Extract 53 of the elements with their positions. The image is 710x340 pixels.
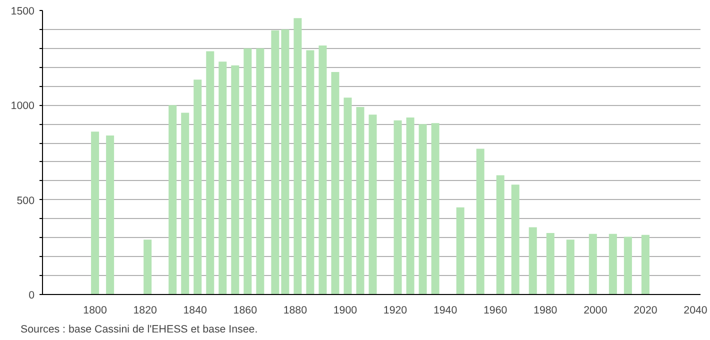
bar [244,48,252,294]
bar [144,240,152,294]
bar [588,234,597,294]
bar [194,80,202,294]
bar [456,207,464,294]
bar [256,48,264,294]
bar [394,120,402,294]
x-tick-label: 2020 [634,304,658,316]
bar [496,175,504,294]
bar [356,107,364,294]
bar [318,46,327,294]
x-tick-label: 1800 [83,304,107,316]
bar [218,62,227,294]
bar [344,98,352,294]
source-note: Sources : base Cassini de l'EHESS et base Insee. [20,324,258,336]
y-tick-label: 1500 [10,6,35,18]
bar [476,148,484,294]
bar [294,18,302,294]
bar [281,29,290,294]
y-tick-label: 0 [28,290,35,302]
bar [331,72,340,294]
bar [181,112,190,294]
bar [231,65,240,294]
bar [91,132,100,294]
bar [511,184,520,294]
x-tick-label: 2040 [684,304,708,316]
bar [608,234,617,294]
bar [106,135,114,294]
bar [418,124,427,294]
bar [624,236,632,294]
bar [546,232,554,294]
bar [206,51,214,294]
x-tick-label: 1940 [433,304,458,316]
bar [431,123,440,294]
bar [368,114,377,294]
x-tick-label: 1920 [383,304,408,316]
bar [168,105,177,294]
x-tick-label: 1900 [333,304,358,316]
bar [566,240,574,294]
x-tick-label: 1960 [483,304,508,316]
y-tick-label: 1000 [10,100,35,112]
bar [306,50,314,294]
bar [271,30,280,294]
x-tick-label: 2000 [584,304,608,316]
x-tick-label: 1860 [233,304,258,316]
x-tick-label: 1840 [183,304,208,316]
bar [528,227,537,294]
bar [641,234,650,294]
x-tick-label: 1820 [133,304,158,316]
x-tick-label: 1880 [283,304,308,316]
bar [406,117,414,294]
y-tick-label: 500 [16,194,35,207]
x-tick-label: 1980 [534,304,558,316]
